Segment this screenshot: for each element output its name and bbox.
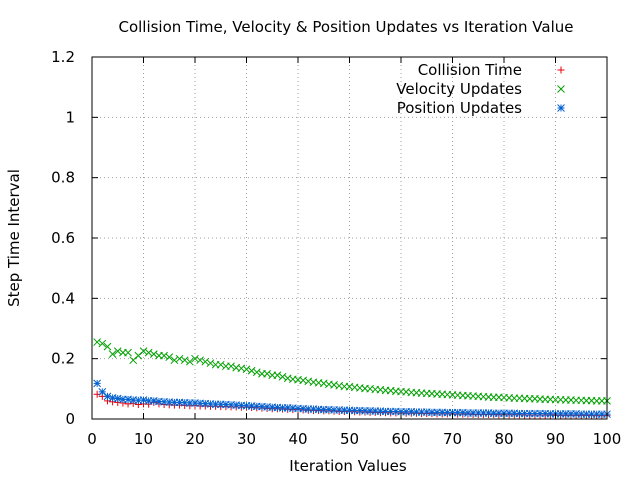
data-point bbox=[113, 347, 122, 355]
y-tick-label: 0 bbox=[65, 410, 75, 428]
data-point bbox=[355, 406, 364, 415]
y-tick-label: 0.8 bbox=[51, 169, 75, 187]
data-point bbox=[139, 347, 148, 355]
data-point bbox=[268, 403, 277, 412]
data-point bbox=[196, 356, 205, 365]
ticks bbox=[91, 56, 608, 420]
series-layer bbox=[93, 338, 611, 420]
data-point bbox=[180, 356, 189, 365]
x-tick-label: 70 bbox=[443, 430, 462, 448]
legend-label: Velocity Updates bbox=[396, 80, 522, 98]
data-point bbox=[366, 407, 374, 415]
y-tick-labels: 0 0.2 0.4 0.6 0.8 1 1.2 bbox=[51, 48, 75, 428]
data-point bbox=[108, 350, 117, 358]
data-point bbox=[93, 338, 102, 346]
series-2 bbox=[93, 379, 611, 419]
data-point bbox=[129, 396, 138, 404]
x-tick-label: 50 bbox=[340, 430, 359, 448]
x-tick-label: 60 bbox=[391, 430, 410, 448]
legend-label: Collision Time bbox=[418, 61, 522, 79]
x-tick-label: 10 bbox=[134, 430, 153, 448]
x-tick-label: 20 bbox=[185, 430, 204, 448]
y-tick-label: 0.6 bbox=[51, 229, 75, 247]
data-point bbox=[278, 372, 287, 381]
data-point bbox=[206, 359, 215, 368]
y-tick-label: 0.2 bbox=[51, 350, 75, 368]
data-point bbox=[93, 379, 102, 388]
x-tick-label: 30 bbox=[237, 430, 256, 448]
chart-title: Collision Time, Velocity & Position Upda… bbox=[118, 18, 573, 36]
data-point bbox=[247, 366, 256, 375]
data-point bbox=[263, 369, 271, 378]
data-point bbox=[191, 354, 199, 363]
grid bbox=[92, 57, 607, 419]
data-point bbox=[175, 354, 184, 363]
data-point bbox=[216, 360, 225, 369]
x-axis-label: Iteration Values bbox=[289, 457, 407, 475]
data-point bbox=[201, 357, 210, 366]
data-point bbox=[103, 342, 112, 351]
x-tick-label: 80 bbox=[494, 430, 513, 448]
y-axis-label: Step Time Interval bbox=[5, 169, 23, 307]
data-point bbox=[98, 339, 107, 348]
legend-marker bbox=[557, 66, 565, 74]
data-point bbox=[242, 365, 251, 374]
x-tick-label: 90 bbox=[546, 430, 565, 448]
data-point bbox=[160, 351, 168, 360]
y-tick-label: 0.4 bbox=[51, 289, 75, 307]
data-point bbox=[144, 348, 153, 357]
data-point bbox=[149, 350, 158, 358]
legend-label: Position Updates bbox=[397, 99, 522, 117]
y-tick-label: 1.2 bbox=[51, 48, 75, 66]
x-tick-label: 100 bbox=[593, 430, 622, 448]
data-point bbox=[165, 353, 174, 362]
data-point bbox=[252, 368, 261, 377]
data-point bbox=[170, 356, 179, 365]
x-tick-label: 0 bbox=[87, 430, 97, 448]
x-tick-labels: 0 10 20 30 40 50 60 70 80 90 100 bbox=[87, 430, 621, 448]
data-point bbox=[103, 392, 112, 401]
x-tick-label: 40 bbox=[288, 430, 307, 448]
legend-marker bbox=[557, 104, 565, 112]
data-point bbox=[273, 371, 282, 380]
legend-marker bbox=[557, 85, 565, 93]
data-point bbox=[124, 348, 132, 357]
series-1 bbox=[93, 338, 611, 405]
data-point bbox=[185, 357, 194, 366]
data-point bbox=[227, 362, 235, 371]
y-tick-label: 1 bbox=[65, 108, 75, 126]
